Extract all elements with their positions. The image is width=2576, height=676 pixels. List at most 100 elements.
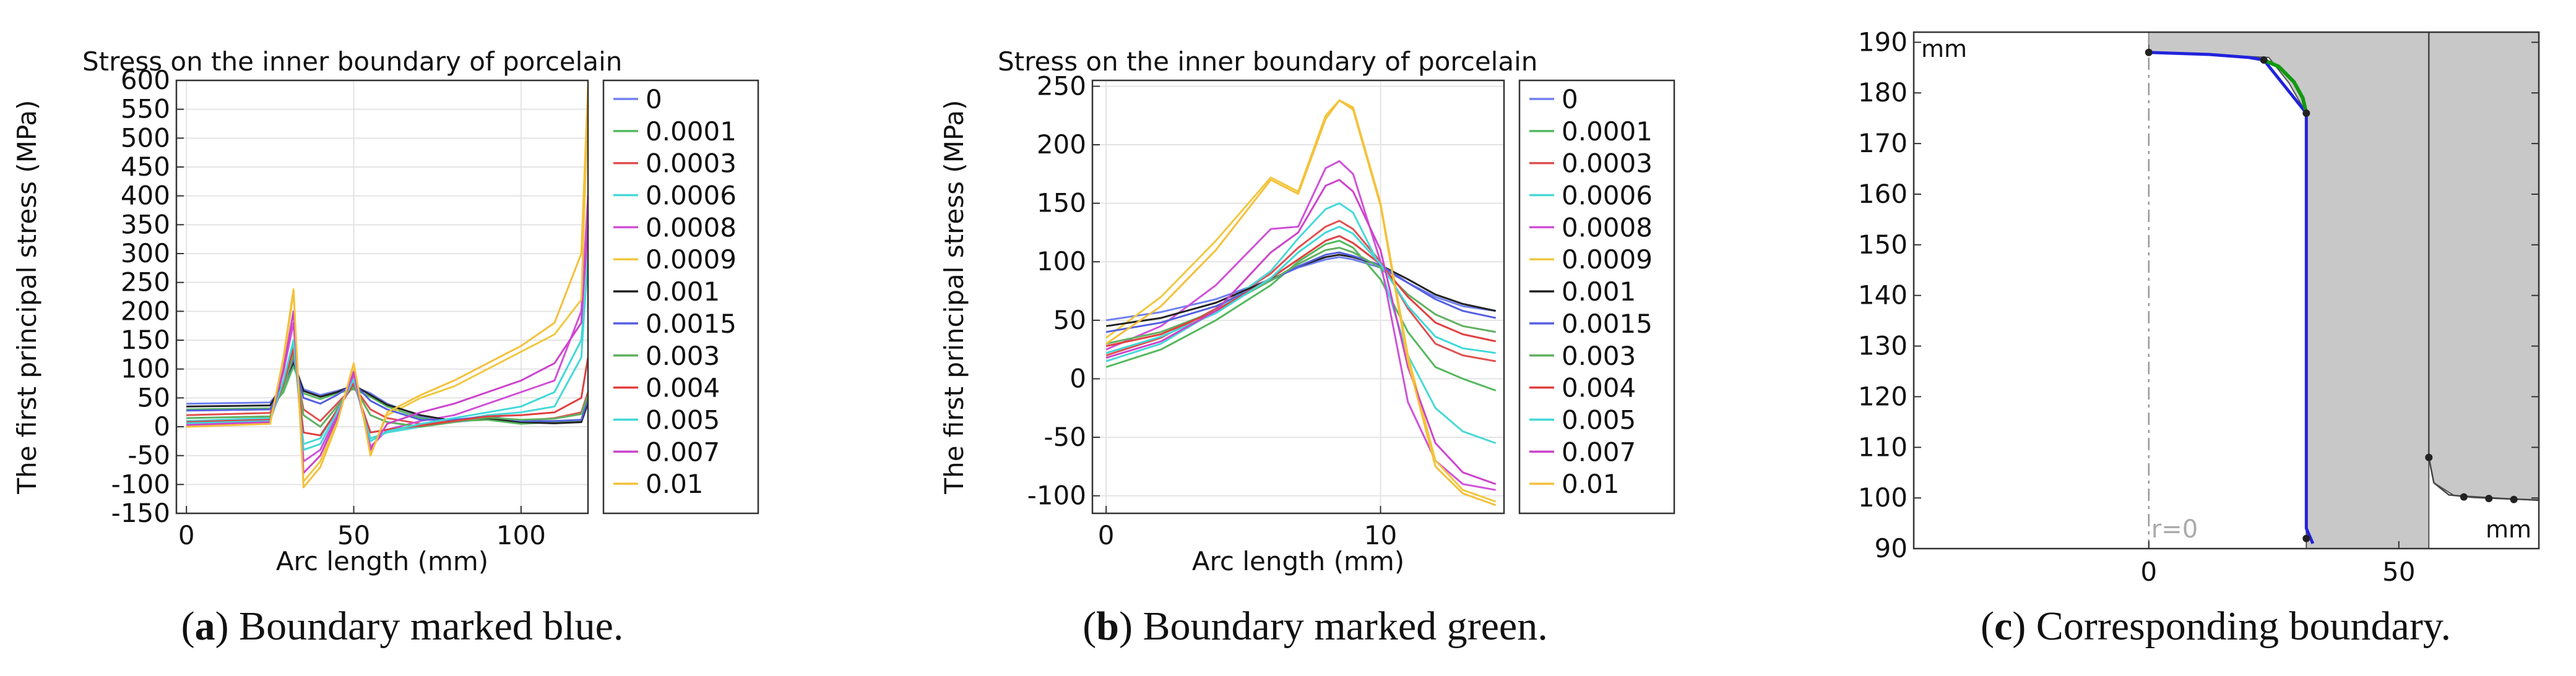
chart1-x-tick-label: 0 <box>1098 520 1115 550</box>
chart2-vertex-point <box>2485 494 2493 502</box>
chart0-legend-label: 0.005 <box>646 404 720 435</box>
chart1-plot-frame <box>1091 79 1505 515</box>
chart0-x-tick-label: 100 <box>496 520 546 550</box>
chart1-legend-label: 0.0001 <box>1562 116 1653 147</box>
chart0-y-tick-label: 300 <box>121 238 170 268</box>
chart0-legend-label: 0.0003 <box>646 148 737 179</box>
caption-a-text: ) Boundary marked blue. <box>215 604 624 649</box>
chart1-legend-box <box>1518 79 1675 515</box>
chart1-series-line-0.005 <box>1105 226 1496 354</box>
chart2-porcelain-region <box>2148 32 2539 549</box>
chart0-legend-label: 0.01 <box>646 469 704 499</box>
chart2-plot-frame <box>1913 31 2540 550</box>
chart2-y-tick-label: 180 <box>1858 77 1908 108</box>
chart2-vertex-point <box>2145 48 2153 56</box>
caption-a-letter: a <box>194 604 215 649</box>
chart0-y-tick-label: 100 <box>121 354 170 384</box>
chart0-y-tick-label: 450 <box>121 152 170 182</box>
chart0-series-line-0.01 <box>186 86 589 489</box>
caption-b-text: ) Boundary marked green. <box>1118 604 1548 649</box>
caption-c-text: ) Corresponding boundary. <box>2012 604 2452 649</box>
chart1-y-tick-label: -50 <box>1044 422 1086 452</box>
chart1-legend-label: 0.001 <box>1562 276 1636 307</box>
chart1-series-line-0 <box>1105 256 1496 322</box>
chart2-vertex-point <box>2460 493 2468 501</box>
chart1-series-line-0.0008 <box>1105 160 1496 491</box>
chart0-legend-label: 0.0008 <box>646 212 737 242</box>
chart1-legend-label: 0.0006 <box>1562 181 1653 211</box>
caption-c-letter: c <box>1994 604 2013 649</box>
chart0-series-line-0.004 <box>186 348 589 437</box>
chart2-vertex-point <box>2302 534 2310 542</box>
chart1-y-tick-label: -100 <box>1027 481 1086 511</box>
chart2-y-tick-label: 170 <box>1858 128 1908 158</box>
chart1-y-tick-label: 100 <box>1037 246 1086 276</box>
chart1-title: Stress on the inner boundary of porcelai… <box>998 46 1537 77</box>
chart2-vertex-point <box>2510 495 2518 503</box>
chart1-legend-label: 0 <box>1562 84 1578 114</box>
chart2-x-tick-label: 0 <box>2140 557 2157 587</box>
chart0-y-tick-label: 600 <box>121 65 170 95</box>
caption-c: (c) Corresponding boundary. <box>1980 604 2452 649</box>
chart2-axis-label: r=0 <box>2151 515 2198 544</box>
chart0-series-line-0.007 <box>186 225 589 474</box>
chart0-y-tick-label: 400 <box>121 181 170 211</box>
chart0-x-tick-label: 50 <box>337 520 370 550</box>
chart0-y-tick-label: 150 <box>121 325 170 355</box>
chart0-x-tick-label: 0 <box>178 520 195 550</box>
chart0-y-tick-label: 250 <box>121 267 170 297</box>
chart0-legend-label: 0.004 <box>646 373 720 403</box>
chart1-legend-label: 0.0015 <box>1562 309 1653 339</box>
chart0-series-line-0.005 <box>186 265 589 451</box>
chart2-vertex-point <box>2302 109 2310 117</box>
chart2-x-unit-label: mm <box>2486 516 2531 543</box>
chart1-legend-label: 0.0003 <box>1562 148 1653 179</box>
chart2-x-tick-label: 50 <box>2382 557 2415 587</box>
chart0-legend-label: 0.003 <box>646 341 720 371</box>
chart1-x-axis-label: Arc length (mm) <box>1192 546 1404 576</box>
chart0-series-line-0.003 <box>186 353 589 428</box>
chart1-y-tick-label: 150 <box>1037 188 1086 218</box>
chart1-legend-label: 0.005 <box>1562 404 1636 435</box>
chart2-y-tick-label: 190 <box>1858 27 1908 57</box>
chart2-y-unit-label: mm <box>1921 35 1967 62</box>
chart0-legend-box <box>602 79 759 515</box>
chart1-y-tick-label: 250 <box>1037 71 1086 101</box>
chart0-y-tick-label: 200 <box>121 296 170 326</box>
chart1-series-line-0.01 <box>1105 99 1497 507</box>
chart0-legend-label: 0 <box>646 84 662 114</box>
chart0-y-tick-label: 350 <box>121 209 170 239</box>
chart1-y-axis-label: The first principal stress (MPa) <box>939 100 969 494</box>
chart2-y-tick-label: 160 <box>1858 179 1908 209</box>
chart2-blue-boundary <box>2148 51 2315 544</box>
chart1-y-tick-label: 0 <box>1070 363 1086 393</box>
chart2-y-tick-label: 100 <box>1858 482 1908 513</box>
chart2-green-boundary <box>2262 58 2309 115</box>
chart0-x-axis-label: Arc length (mm) <box>276 546 488 576</box>
chart1-series-line-0.004 <box>1105 235 1497 347</box>
chart0-y-tick-label: 50 <box>137 382 170 413</box>
chart2-vertex-point <box>2425 453 2433 461</box>
chart1-legend-label: 0.004 <box>1562 373 1636 403</box>
chart1-series-line-0.0015 <box>1105 251 1497 333</box>
caption-b: (b) Boundary marked green. <box>1083 604 1548 649</box>
chart1-y-tick-label: 50 <box>1053 305 1086 335</box>
chart1-legend-label: 0.01 <box>1562 469 1620 499</box>
chart2-y-tick-label: 140 <box>1858 280 1908 310</box>
chart2-y-tick-label: 150 <box>1858 229 1908 260</box>
chart1-legend-label: 0.0008 <box>1562 212 1653 242</box>
chart1-legend-label: 0.007 <box>1562 437 1636 467</box>
chart0-legend-label: 0.0006 <box>646 181 737 211</box>
chart0-legend-label: 0.001 <box>646 276 720 307</box>
chart1-series-line-0.0003 <box>1105 220 1496 362</box>
chart1-x-tick-label: 10 <box>1364 520 1397 550</box>
chart0-legend-label: 0.0009 <box>646 244 737 275</box>
chart0-y-tick-label: -50 <box>128 440 170 471</box>
chart0-legend-label: 0.0001 <box>646 116 737 147</box>
caption-a: (a) Boundary marked blue. <box>181 604 624 649</box>
chart1-legend-label: 0.003 <box>1562 341 1636 371</box>
chart0-title: Stress on the inner boundary of porcelai… <box>82 46 622 77</box>
chart0-legend-label: 0.007 <box>646 437 720 467</box>
chart1-legend-label: 0.0009 <box>1562 244 1653 275</box>
